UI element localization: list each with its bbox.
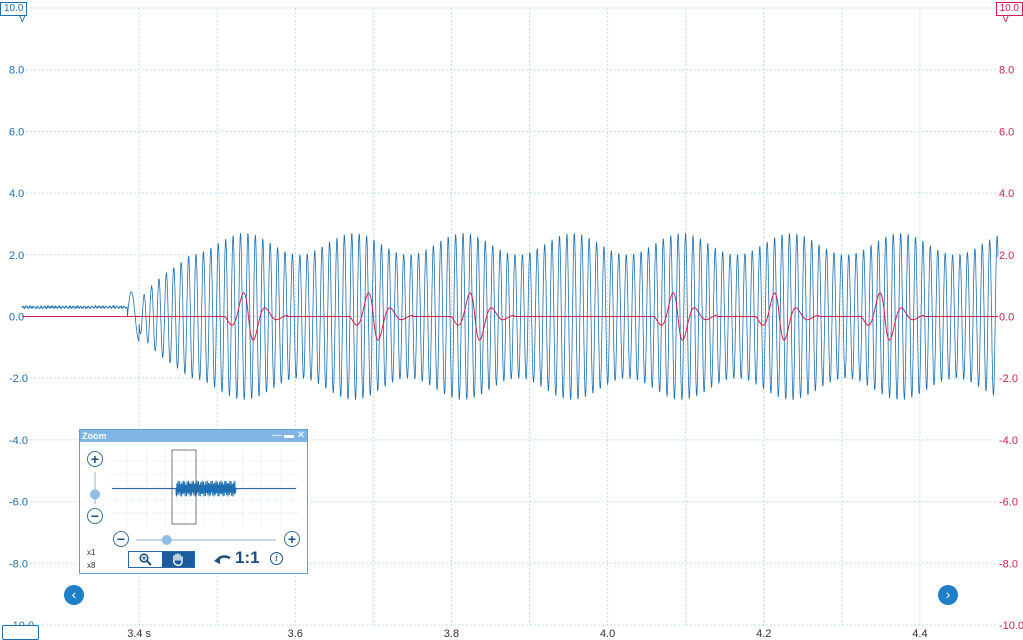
y-right-tick-label: 6.0 xyxy=(999,126,1014,138)
zoom-title: Zoom xyxy=(82,431,107,441)
x-tick-label: 3.6 xyxy=(288,628,303,640)
y-right-tick-label: -10.0 xyxy=(999,620,1023,632)
y-axis-left-ticks: 8.06.04.02.00.0-2.0-4.0-6.0-8.0-10.0 xyxy=(9,65,34,632)
y-right-tick-label: -4.0 xyxy=(999,435,1018,447)
y-right-tick-label: -6.0 xyxy=(999,497,1018,509)
channel-a-trace xyxy=(21,232,999,401)
y-right-tick-label: 8.0 xyxy=(999,65,1014,77)
channel-b-unit: V xyxy=(1002,14,1009,25)
pan-tool-button[interactable] xyxy=(162,552,194,567)
y-right-tick-label: 0.0 xyxy=(999,312,1014,324)
zoom-title-bar[interactable]: Zoom — ▬ ✕ xyxy=(80,430,307,442)
pan-slider[interactable] xyxy=(132,532,280,548)
info-icon[interactable]: i xyxy=(270,552,283,565)
magnification-x1: x1 xyxy=(87,548,96,557)
channel-a-unit: V xyxy=(19,14,26,25)
x-tick-label: 4.2 xyxy=(756,628,771,640)
y-left-tick-label: 4.0 xyxy=(9,188,24,200)
channel-a-scale[interactable]: 10.0 xyxy=(0,2,28,16)
x-axis-ticks: 3.4 s 3.6 3.8 4.0 4.2 4.4 xyxy=(127,628,927,640)
close-button[interactable]: ✕ xyxy=(296,430,306,441)
nav-left-button[interactable]: ‹ xyxy=(64,585,84,605)
y-right-tick-label: -8.0 xyxy=(999,558,1018,570)
magnification-x8: x8 xyxy=(87,561,96,570)
zoom-overview-preview[interactable] xyxy=(108,448,300,526)
overview-view-window[interactable] xyxy=(171,449,197,525)
y-left-tick-label: -4.0 xyxy=(9,435,28,447)
x-tick-label: 3.4 s xyxy=(127,628,151,640)
channel-b-waveform xyxy=(22,292,998,341)
pan-right-button[interactable]: + xyxy=(284,531,300,547)
zoom-panel: Zoom — ▬ ✕ + − x1 x8 − + xyxy=(79,429,308,574)
zoom-slider-knob[interactable] xyxy=(90,489,100,500)
restore-button[interactable]: ▬ xyxy=(284,430,294,441)
channel-b-scale[interactable]: 10.0 xyxy=(995,2,1023,16)
magnifier-icon xyxy=(139,553,152,566)
zoom-tool-button[interactable] xyxy=(129,552,162,567)
y-right-tick-label: 4.0 xyxy=(999,188,1014,200)
pan-left-button[interactable]: − xyxy=(113,531,129,547)
zoom-out-button[interactable]: − xyxy=(87,508,103,524)
y-left-tick-label: 2.0 xyxy=(9,250,24,262)
pan-slider-knob[interactable] xyxy=(161,535,172,545)
y-right-tick-label: 2.0 xyxy=(999,250,1014,262)
y-axis-right-ticks: 8.0 6.0 4.0 2.0 0.0 -2.0 -4.0 -6.0 -8.0 -10.0 xyxy=(999,65,1023,632)
y-left-tick-label: -6.0 xyxy=(9,497,28,509)
channel-a-waveform xyxy=(21,232,999,401)
channel-a-offset-box[interactable] xyxy=(2,625,39,640)
hand-icon xyxy=(172,553,183,567)
undo-icon[interactable] xyxy=(213,552,233,566)
overview-channel-a xyxy=(112,480,296,497)
y-left-tick-label: 6.0 xyxy=(9,126,24,138)
tool-group xyxy=(128,551,195,568)
x-tick-label: 4.0 xyxy=(600,628,615,640)
reset-zoom-label[interactable]: 1:1 xyxy=(235,548,260,567)
x-tick-label: 4.4 xyxy=(912,628,927,640)
zoom-in-button[interactable]: + xyxy=(87,451,103,467)
y-right-tick-label: -2.0 xyxy=(999,373,1018,385)
nav-right-button[interactable]: › xyxy=(938,585,958,605)
x-tick-label: 3.8 xyxy=(444,628,459,640)
y-left-tick-label: -2.0 xyxy=(9,373,28,385)
zoom-level-slider[interactable] xyxy=(87,470,103,506)
channel-b-trace xyxy=(22,292,998,341)
y-left-tick-label: -8.0 xyxy=(9,558,28,570)
minimize-button[interactable]: — xyxy=(272,430,282,441)
y-left-tick-label: 0.0 xyxy=(9,312,24,324)
y-left-tick-label: 8.0 xyxy=(9,65,24,77)
